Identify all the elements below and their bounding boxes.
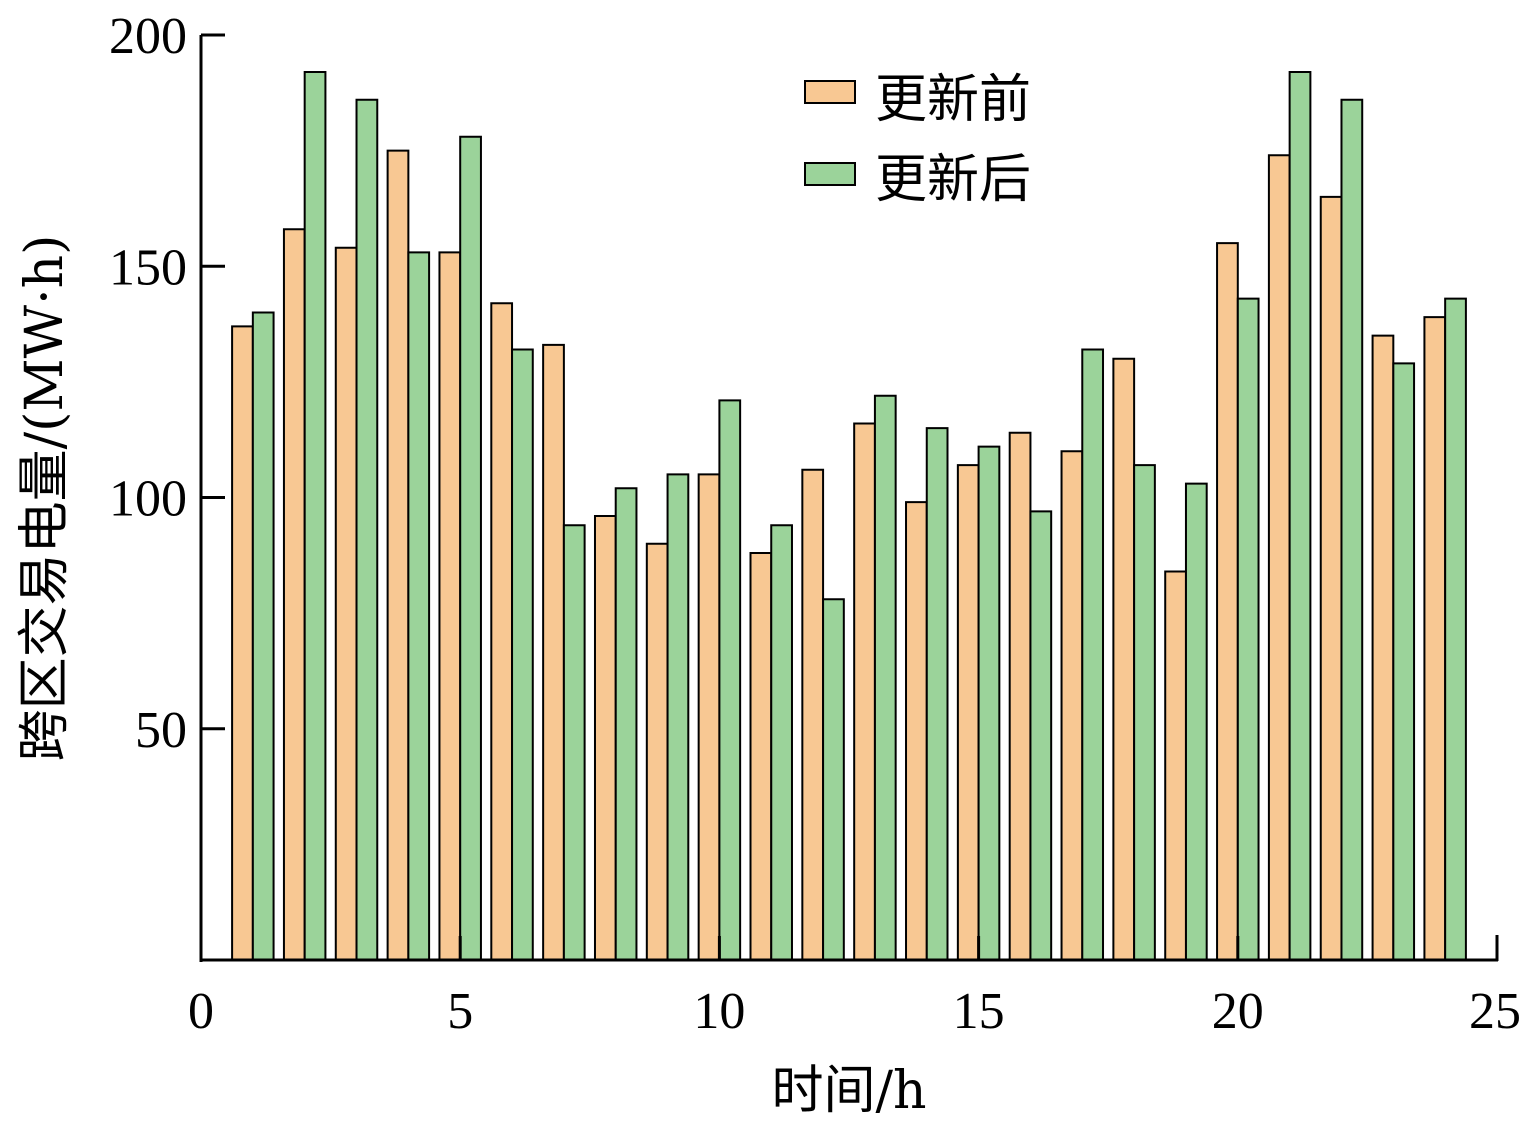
bar-before-h22 — [1319, 195, 1343, 962]
bar-before-h8 — [593, 515, 617, 961]
x-tick-label-20: 20 — [1212, 983, 1264, 1040]
x-axis-title: 时间/h — [771, 1061, 926, 1121]
tick-labels-layer: 50 100 150 200 0 5 10 15 20 25 — [109, 8, 1521, 1040]
bar-after-h18 — [1133, 464, 1156, 961]
legend-label-before: 更新前 — [875, 70, 1031, 130]
ticks-layer — [201, 33, 1240, 960]
bar-before-h17 — [1060, 450, 1084, 961]
bar-before-h5 — [438, 251, 462, 962]
bar-before-h19 — [1164, 570, 1187, 961]
bar-after-h8 — [614, 487, 638, 961]
bar-before-h13 — [853, 422, 876, 961]
bar-after-h23 — [1392, 362, 1416, 962]
bar-after-h4 — [407, 251, 431, 962]
bar-after-h1 — [251, 311, 275, 961]
bar-before-h16 — [1008, 431, 1032, 961]
bar-before-h15 — [956, 464, 980, 961]
bar-after-h11 — [770, 524, 793, 961]
bar-after-h22 — [1340, 98, 1364, 961]
y-tick-label-150: 150 — [109, 239, 187, 296]
bar-before-h2 — [282, 228, 306, 961]
bar-after-h21 — [1288, 71, 1312, 961]
bar-after-h10 — [718, 399, 742, 962]
bar-before-h14 — [905, 501, 928, 962]
bar-before-h20 — [1216, 242, 1239, 962]
y-axis-title: 跨区交易电量/(MW·h) — [15, 235, 75, 762]
legend-swatch-before — [804, 80, 856, 104]
bar-before-h21 — [1267, 154, 1291, 961]
bar-before-h23 — [1371, 334, 1395, 962]
bar-before-h18 — [1112, 357, 1136, 961]
bar-after-h17 — [1081, 348, 1105, 961]
bar-after-h5 — [459, 135, 482, 961]
bar-after-h20 — [1236, 297, 1260, 962]
bar-before-h24 — [1423, 316, 1447, 962]
bar-after-h13 — [873, 394, 897, 961]
bar-after-h15 — [977, 445, 1001, 962]
bars-layer — [231, 71, 1467, 962]
legend: 更新前 更新后 — [804, 70, 1031, 210]
legend-label-after: 更新后 — [875, 150, 1031, 210]
bar-before-h6 — [490, 302, 514, 961]
bar-after-h16 — [1029, 510, 1053, 962]
x-tick-label-25: 25 — [1469, 983, 1521, 1040]
bar-before-h11 — [749, 552, 773, 961]
x-tick-label-15: 15 — [953, 983, 1005, 1040]
bar-after-h3 — [355, 98, 379, 961]
bar-after-h24 — [1444, 297, 1467, 962]
bar-before-h10 — [697, 473, 721, 962]
y-tick-label-100: 100 — [109, 471, 187, 528]
bar-after-h9 — [666, 473, 690, 962]
bar-before-h4 — [386, 149, 410, 962]
legend-swatch-after — [804, 162, 856, 186]
y-tick-label-200: 200 — [109, 8, 187, 65]
bar-after-h19 — [1184, 482, 1208, 962]
bar-after-h2 — [303, 71, 327, 961]
bar-before-h1 — [231, 325, 254, 962]
bar-before-h3 — [334, 246, 358, 961]
x-tick-label-5: 5 — [447, 983, 473, 1040]
bar-after-h12 — [822, 598, 845, 961]
bar-before-h12 — [801, 468, 825, 961]
bar-after-h14 — [925, 427, 949, 962]
bar-before-h9 — [645, 542, 669, 961]
bar-before-h7 — [542, 343, 565, 962]
y-tick-label-50: 50 — [135, 702, 187, 759]
x-tick-label-0: 0 — [188, 983, 214, 1040]
x-tick-label-10: 10 — [693, 983, 745, 1040]
bar-after-h7 — [562, 524, 586, 961]
bar-after-h6 — [511, 348, 534, 961]
